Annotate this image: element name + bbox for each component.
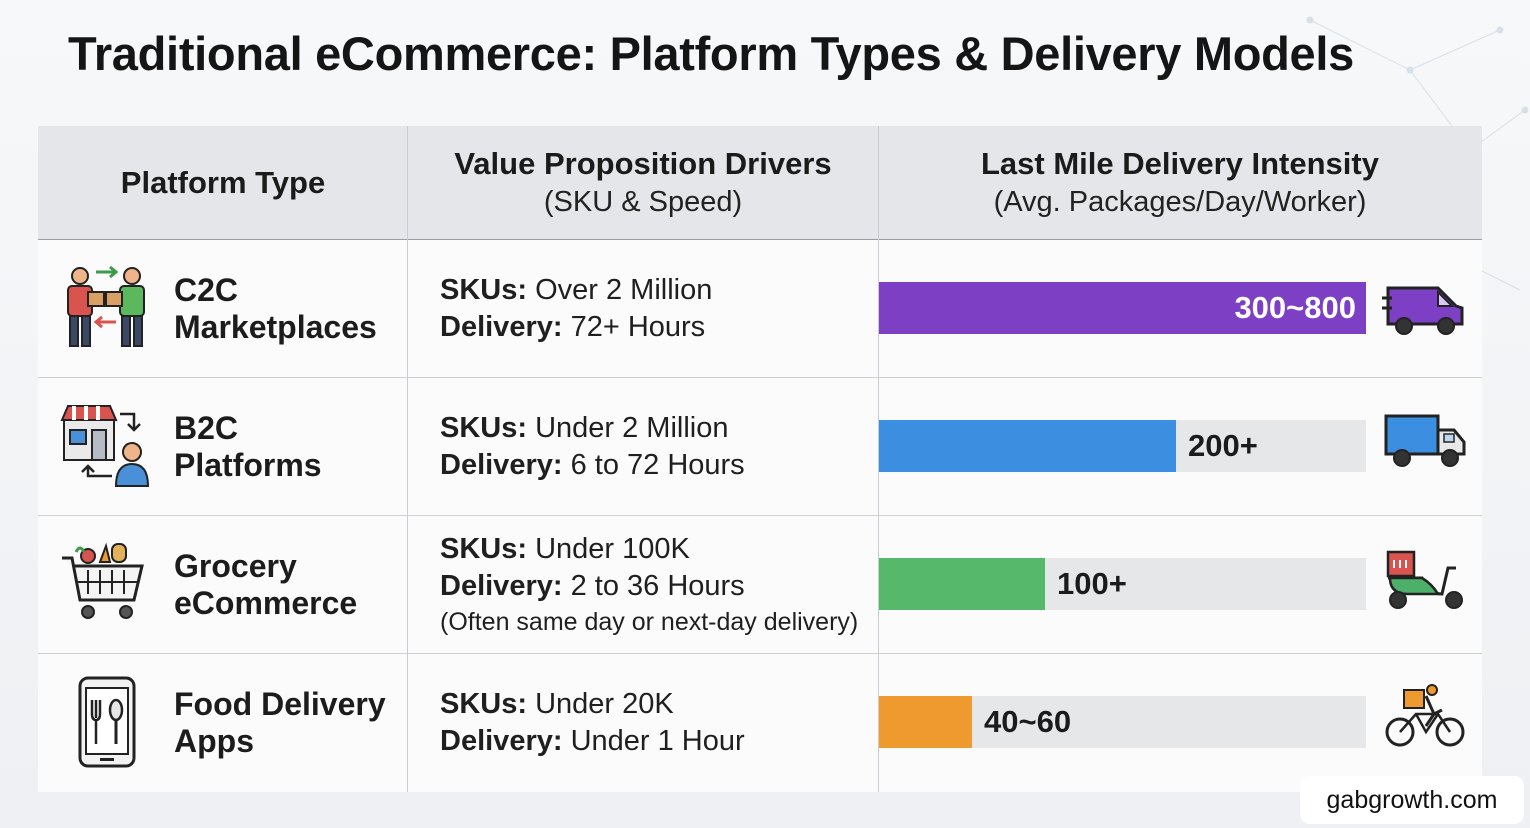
platform-name-line1: Food Delivery <box>174 685 386 722</box>
column-divider <box>407 126 408 792</box>
header-delivery-intensity: Last Mile Delivery Intensity (Avg. Packa… <box>878 126 1482 239</box>
store-customer-icon <box>60 405 150 487</box>
bar <box>879 420 1176 472</box>
platform-name: Grocery eCommerce <box>174 516 404 653</box>
sku-line: SKUs: Under 100K <box>440 531 880 568</box>
platform-name-line2: Apps <box>174 722 254 759</box>
platform-name-line2: Marketplaces <box>174 308 377 345</box>
header-value-sub: (SKU & Speed) <box>543 186 743 218</box>
platform-name-line1: C2C <box>174 271 239 308</box>
sku-label: SKUs: <box>440 273 528 306</box>
bar-data-label: 40~60 <box>984 704 1072 739</box>
bar-data-label: 200+ <box>1188 428 1258 463</box>
scooter-icon <box>1386 550 1463 609</box>
header-value-main: Value Proposition Drivers <box>454 146 832 181</box>
table-row: B2C Platforms SKUs: Under 2 Million Deli… <box>38 378 1482 516</box>
value-proposition: SKUs: Under 100K Delivery: 2 to 36 Hours… <box>440 516 880 653</box>
bar-data-label: 100+ <box>1057 566 1127 601</box>
header-platform-type: Platform Type <box>38 126 408 239</box>
platform-name: B2C Platforms <box>174 378 404 515</box>
header-platform-label: Platform Type <box>120 164 326 200</box>
bar <box>879 282 1366 334</box>
table-row: Food Delivery Apps SKUs: Under 20K Deliv… <box>38 654 1482 792</box>
bar <box>879 696 972 748</box>
platform-name: Food Delivery Apps <box>174 654 404 791</box>
van-icon <box>1382 286 1464 335</box>
delivery-label: Delivery: <box>440 448 563 481</box>
bar <box>879 558 1045 610</box>
header-delivery-main: Last Mile Delivery Intensity <box>981 146 1379 181</box>
sku-line: SKUs: Under 20K <box>440 686 880 723</box>
sku-label: SKUs: <box>440 532 528 565</box>
delivery-value: 2 to 36 Hours <box>562 569 745 602</box>
sku-label: SKUs: <box>440 687 528 720</box>
sku-value: Under 100K <box>527 532 690 565</box>
bar-track: 40~60 <box>879 696 1366 748</box>
watermark: gabgrowth.com <box>1300 776 1524 824</box>
delivery-label: Delivery: <box>440 569 563 602</box>
platform-name-line2: Platforms <box>174 446 322 483</box>
bar-track: 200+ <box>879 420 1366 472</box>
bicycle-courier-icon <box>1385 684 1465 747</box>
people-exchange-icon <box>67 265 145 347</box>
delivery-line: Delivery: Under 1 Hour <box>440 723 880 760</box>
delivery-value: 6 to 72 Hours <box>562 448 745 481</box>
platform-name-line2: eCommerce <box>174 584 358 621</box>
sku-value: Under 2 Million <box>527 411 729 444</box>
header-value-proposition: Value Proposition Drivers (SKU & Speed) <box>408 126 878 239</box>
table-row: Grocery eCommerce SKUs: Under 100K Deliv… <box>38 516 1482 654</box>
food-app-phone-icon <box>78 676 136 768</box>
delivery-note: (Often same day or next-day delivery) <box>440 607 859 636</box>
table-header: Platform Type Value Proposition Drivers … <box>38 126 1482 241</box>
delivery-label: Delivery: <box>440 310 563 343</box>
value-proposition: SKUs: Under 2 Million Delivery: 6 to 72 … <box>440 378 880 515</box>
delivery-line: Delivery: 6 to 72 Hours <box>440 447 880 484</box>
page-title: Traditional eCommerce: Platform Types & … <box>68 27 1354 80</box>
sku-value: Under 20K <box>527 687 674 720</box>
truck-icon <box>1384 414 1466 467</box>
delivery-value: Under 1 Hour <box>562 724 745 757</box>
grocery-cart-icon <box>62 542 144 619</box>
delivery-line: Delivery: 2 to 36 Hours <box>440 568 880 605</box>
comparison-table: Platform Type Value Proposition Drivers … <box>38 126 1482 792</box>
bar-data-label: 300~800 <box>1234 290 1356 325</box>
column-divider <box>878 126 879 792</box>
sku-line: SKUs: Under 2 Million <box>440 410 880 447</box>
bar-track: 300~800 <box>879 282 1366 334</box>
bar-track: 100+ <box>879 558 1366 610</box>
sku-line: SKUs: Over 2 Million <box>440 272 880 309</box>
sku-value: Over 2 Million <box>527 273 713 306</box>
header-delivery-sub: (Avg. Packages/Day/Worker) <box>993 186 1367 218</box>
delivery-label: Delivery: <box>440 724 563 757</box>
platform-name-line1: Grocery <box>174 547 297 584</box>
value-proposition: SKUs: Over 2 Million Delivery: 72+ Hours <box>440 240 880 377</box>
delivery-value: 72+ Hours <box>562 310 706 343</box>
table-row: C2C Marketplaces SKUs: Over 2 Million De… <box>38 240 1482 378</box>
platform-name: C2C Marketplaces <box>174 240 404 377</box>
delivery-line: Delivery: 72+ Hours <box>440 309 880 346</box>
platform-name-line1: B2C <box>174 409 239 446</box>
sku-label: SKUs: <box>440 411 528 444</box>
value-proposition: SKUs: Under 20K Delivery: Under 1 Hour <box>440 654 880 791</box>
